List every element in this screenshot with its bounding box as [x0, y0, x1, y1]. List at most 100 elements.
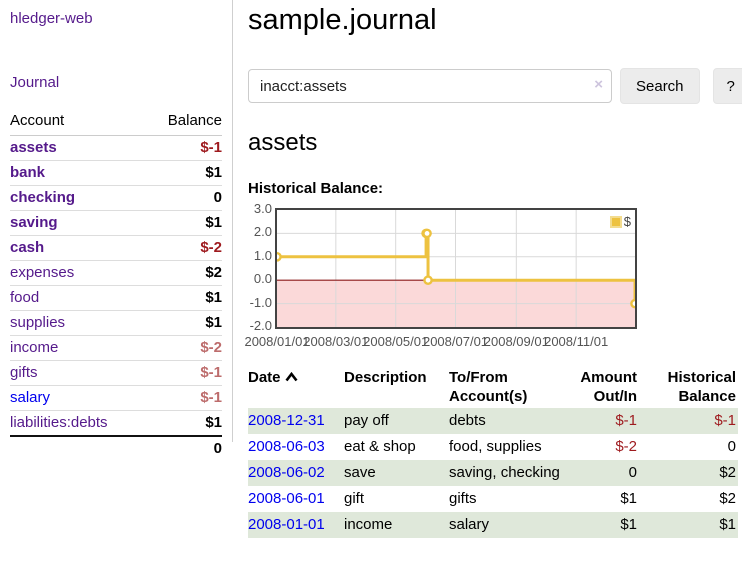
chart-title: Historical Balance: — [248, 180, 384, 197]
accounts-total-row: 0 — [10, 435, 222, 461]
clear-search-icon[interactable]: × — [594, 76, 603, 93]
column-header-balance: Historical Balance — [667, 369, 736, 405]
data-point — [277, 252, 282, 262]
transaction-balance: $1 — [719, 516, 736, 533]
transaction-row: 2008-06-01 gift gifts $1 $2 — [248, 486, 738, 512]
transaction-balance: $-1 — [714, 412, 736, 429]
transaction-description: gift — [344, 490, 365, 507]
transaction-row: 2008-06-03 eat & shop food, supplies $-2 0 — [248, 434, 738, 460]
column-header-accounts: To/From Account(s) — [449, 369, 528, 405]
transaction-date-link[interactable]: 2008-06-01 — [248, 490, 325, 507]
transaction-row: 2008-01-01 income salary $1 $1 — [248, 512, 738, 538]
x-axis-tick-label: 2008/09/01 — [483, 334, 549, 349]
account-balance: $-1 — [146, 360, 222, 386]
account-row: cash $-2 — [10, 235, 222, 261]
column-header-date[interactable]: Date — [248, 366, 344, 408]
y-axis-tick-label: -2.0 — [249, 318, 272, 333]
column-header-amount: Amount Out/In — [580, 369, 637, 405]
search-input[interactable] — [248, 69, 612, 103]
account-row: expenses $2 — [10, 260, 222, 286]
account-link-saving[interactable]: saving — [10, 214, 58, 231]
transaction-amount: $1 — [620, 516, 637, 533]
x-axis-tick-label: 2008/01/01 — [244, 334, 310, 349]
account-row: liabilities:debts $1 — [10, 410, 222, 437]
accounts-header-account: Account — [10, 108, 147, 136]
transaction-row: 2008-06-02 save saving, checking 0 $2 — [248, 460, 738, 486]
chart-plot-area: $ — [275, 208, 637, 329]
transaction-balance: $2 — [719, 490, 736, 507]
search-button[interactable]: Search — [620, 68, 700, 104]
account-link-salary[interactable]: salary — [10, 389, 51, 406]
accounts-header-balance: Balance — [146, 108, 222, 136]
transaction-accounts: gifts — [449, 490, 477, 507]
account-row: saving $1 — [10, 210, 222, 236]
transaction-accounts: salary — [449, 516, 490, 533]
page-title: sample.journal — [248, 4, 437, 36]
account-heading: assets — [248, 129, 318, 156]
account-balance: $1 — [146, 310, 222, 336]
account-row: gifts $-1 — [10, 360, 222, 386]
account-balance: $2 — [146, 260, 222, 286]
accounts-total-value: 0 — [146, 435, 222, 461]
transaction-date-link[interactable]: 2008-01-01 — [248, 516, 325, 533]
transaction-description: pay off — [344, 412, 389, 429]
data-point — [422, 228, 432, 239]
account-row: assets $-1 — [10, 135, 222, 161]
account-row: checking 0 — [10, 185, 222, 211]
legend-label: $ — [623, 214, 631, 229]
transaction-description: income — [344, 516, 393, 533]
y-axis-tick-label: 3.0 — [253, 201, 272, 216]
main-content: sample.journal × Search ? assets Histori… — [233, 0, 742, 538]
transaction-balance: 0 — [727, 438, 736, 455]
x-axis-tick-label: 2008/11/01 — [544, 334, 609, 349]
x-axis-tick-label: 2008/05/01 — [363, 334, 429, 349]
x-axis-tick-label: 2008/03/01 — [303, 334, 369, 349]
brand-link[interactable]: hledger-web — [10, 10, 93, 27]
transaction-balance: $2 — [719, 464, 736, 481]
transaction-accounts: saving, checking — [449, 464, 560, 481]
sidebar-item-journal[interactable]: Journal — [10, 74, 60, 91]
y-axis-tick-label: 1.0 — [253, 247, 272, 263]
account-row: salary $-1 — [10, 385, 222, 411]
account-link-gifts[interactable]: gifts — [10, 364, 38, 381]
account-balance: $1 — [146, 160, 222, 186]
sort-ascending-icon — [284, 371, 298, 382]
account-balance: $1 — [146, 210, 222, 236]
account-balance: $-2 — [146, 335, 222, 361]
transactions-header-row: Date Description To/From Account(s) Amou… — [248, 366, 738, 408]
transaction-date-link[interactable]: 2008-06-02 — [248, 464, 325, 481]
data-point — [630, 298, 635, 309]
account-row: food $1 — [10, 285, 222, 311]
search-form: × Search ? — [248, 68, 742, 104]
account-row: bank $1 — [10, 160, 222, 186]
page: hledger-web Journal Account Balance asse… — [10, 0, 742, 538]
transaction-date-link[interactable]: 2008-12-31 — [248, 412, 325, 429]
transaction-amount: $1 — [620, 490, 637, 507]
account-link-cash[interactable]: cash — [10, 239, 45, 256]
account-link-income[interactable]: income — [10, 339, 59, 356]
column-header-description: Description — [344, 369, 427, 386]
help-button[interactable]: ? — [712, 68, 742, 104]
transaction-amount: $-2 — [615, 438, 637, 455]
transaction-amount: $-1 — [615, 412, 637, 429]
account-balance: $-2 — [146, 235, 222, 261]
account-link-assets[interactable]: assets — [10, 139, 57, 156]
account-link-liabilities-debts[interactable]: liabilities:debts — [10, 414, 108, 431]
account-link-expenses[interactable]: expenses — [10, 264, 75, 281]
account-link-food[interactable]: food — [10, 289, 40, 306]
account-row: supplies $1 — [10, 310, 222, 336]
transaction-accounts: debts — [449, 412, 486, 429]
account-balance: $-1 — [146, 135, 222, 161]
transaction-description: save — [344, 464, 376, 481]
transaction-date-link[interactable]: 2008-06-03 — [248, 438, 325, 455]
account-link-checking[interactable]: checking — [10, 189, 76, 206]
account-balance: $1 — [146, 410, 222, 437]
account-balance: $1 — [146, 285, 222, 311]
y-axis-tick-label: 2.0 — [253, 224, 272, 240]
x-axis-tick-label: 2008/07/01 — [422, 334, 489, 349]
account-link-bank[interactable]: bank — [10, 164, 46, 181]
account-row: income $-2 — [10, 335, 222, 361]
accounts-table: Account Balance assets $-1 bank $1 checking 0… — [10, 108, 222, 461]
account-link-supplies[interactable]: supplies — [10, 314, 66, 331]
accounts-header-row: Account Balance — [10, 108, 222, 136]
